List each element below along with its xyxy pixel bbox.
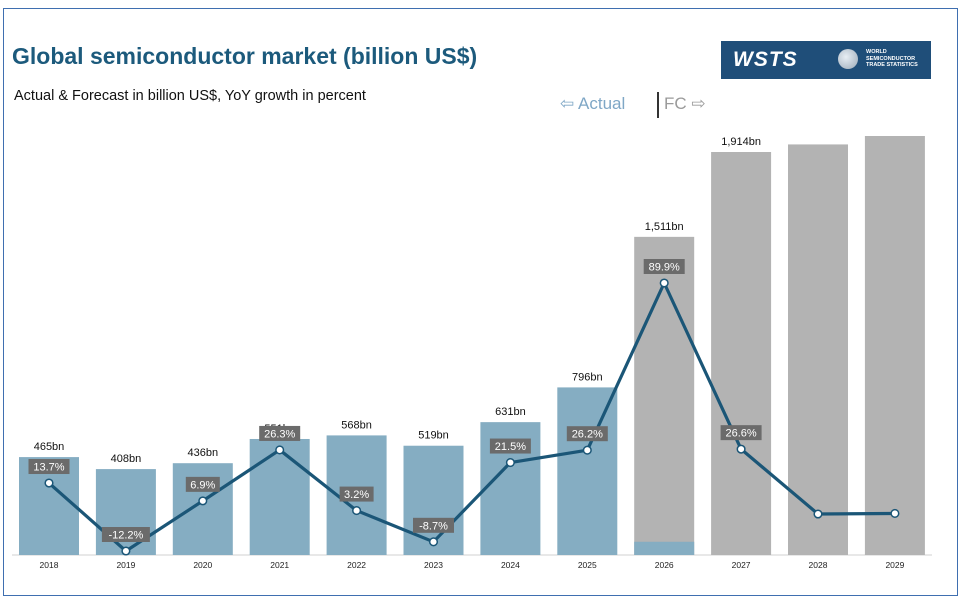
growth-point-2022 — [352, 506, 362, 516]
growth-point-2027 — [736, 444, 746, 454]
bar-value-label-2027: 1,914bn — [721, 136, 761, 148]
growth-label-2024: 21.5% — [495, 441, 526, 453]
growth-point-2021 — [275, 445, 285, 455]
growth-label-bg-2021 — [259, 425, 301, 441]
x-tick-label-2019: 2019 — [116, 560, 135, 570]
growth-label-2022: 3.2% — [344, 489, 369, 501]
x-tick-label-2018: 2018 — [40, 560, 59, 570]
x-tick-label-2021: 2021 — [270, 560, 289, 570]
growth-point-2029 — [890, 508, 900, 519]
bar-value-label-2023: 519bn — [418, 430, 449, 442]
x-tick-label-2026: 2026 — [655, 560, 674, 570]
growth-point-2025 — [582, 445, 592, 455]
bar-2027 — [711, 152, 772, 555]
growth-label-2020: 6.9% — [190, 479, 215, 491]
x-tick-label-2029: 2029 — [885, 560, 904, 570]
growth-label-2027: 26.6% — [725, 428, 756, 440]
x-tick-label-2023: 2023 — [424, 560, 443, 570]
growth-point-2019 — [121, 546, 131, 556]
growth-label-2025: 26.2% — [572, 429, 603, 441]
growth-label-bg-2026 — [643, 259, 685, 274]
wsts-logo: WSTS WORLD SEMICONDUCTOR TRADE STATISTIC… — [721, 41, 931, 79]
growth-point-2028 — [813, 509, 823, 519]
bar-actual-portion-2026 — [634, 541, 695, 555]
growth-point-2023 — [428, 537, 439, 547]
growth-label-bg-2024 — [489, 438, 531, 454]
bar-value-label-2025: 796bn — [572, 371, 603, 383]
bar-value-label-2026: 1,511bn — [645, 221, 684, 233]
bar-value-label-2020: 436bn — [188, 447, 219, 459]
growth-label-bg-2027 — [720, 425, 762, 441]
page-title: Global semiconductor market (billion US$… — [12, 43, 478, 69]
growth-point-2026 — [659, 278, 669, 288]
growth-label-bg-2022 — [339, 486, 374, 502]
growth-label-2018: 13.7% — [33, 462, 64, 474]
x-tick-label-2025: 2025 — [578, 560, 597, 570]
bar-2025 — [557, 387, 618, 555]
bar-value-label-2022: 568bn — [341, 419, 372, 431]
growth-label-bg-2020 — [185, 476, 220, 492]
bar-2021 — [249, 438, 310, 555]
logo-org-text: WORLD SEMICONDUCTOR TRADE STATISTICS — [866, 49, 918, 68]
legend-divider — [657, 92, 659, 118]
x-tick-label-2024: 2024 — [501, 560, 520, 570]
growth-label-bg-2025 — [566, 426, 608, 442]
growth-label-bg-2023 — [413, 517, 454, 533]
legend-forecast: FC ⇨ — [664, 94, 706, 113]
chart-frame — [3, 8, 958, 596]
growth-label-2019: -12.2% — [108, 530, 143, 542]
x-tick-label-2022: 2022 — [347, 560, 366, 570]
x-tick-label-2020: 2020 — [193, 560, 212, 570]
growth-label-2023: -8.7% — [419, 520, 448, 532]
bar-2019 — [95, 469, 156, 555]
growth-label-2026: 89.9% — [649, 262, 680, 274]
globe-icon — [838, 49, 858, 69]
chart-subtitle: Actual & Forecast in billion US$, YoY gr… — [14, 88, 366, 104]
growth-point-2024 — [505, 457, 515, 468]
x-tick-label-2028: 2028 — [809, 560, 828, 570]
growth-line — [47, 281, 895, 553]
legend-actual: ⇦ Actual — [560, 94, 626, 113]
growth-label-bg-2018 — [28, 459, 70, 475]
bar-value-label-2019: 408bn — [111, 453, 142, 465]
bar-value-label-2018: 465bn — [34, 441, 65, 453]
growth-label-bg-2019 — [101, 527, 150, 542]
x-tick-label-2027: 2027 — [732, 560, 751, 570]
bar-value-label-2024: 631bn — [495, 406, 526, 418]
growth-label-2021: 26.3% — [264, 428, 295, 440]
logo-wordmark: WSTS — [733, 48, 798, 71]
bar-2023 — [403, 445, 464, 555]
bar-2028 — [788, 144, 848, 556]
bar-2026 — [634, 236, 695, 555]
bar-2029 — [864, 135, 925, 555]
growth-point-2020 — [198, 496, 208, 506]
growth-point-2018 — [44, 478, 54, 488]
actual-forecast-legend: ⇦ Actual FC ⇨ — [560, 92, 740, 118]
